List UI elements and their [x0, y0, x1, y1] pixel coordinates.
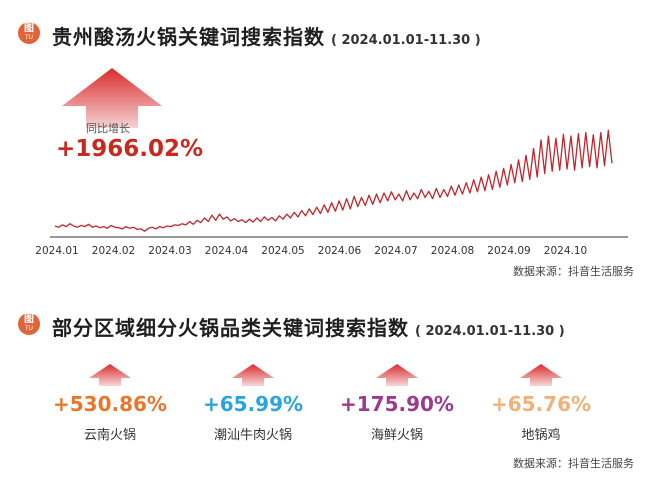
data-source-2: 数据来源：抖音生活服务 — [513, 457, 634, 470]
section2-title: 部分区域细分火锅品类关键词搜索指数 ( 2024.01.01-11.30 ) — [52, 312, 565, 341]
stat-name: 海鲜火锅 — [370, 428, 423, 443]
chart-title: 贵州酸汤火锅关键词搜索指数 ( 2024.01.01-11.30 ) — [52, 21, 481, 50]
x-tick-label: 2024.06 — [318, 245, 362, 257]
stat-pct: +65.76% — [490, 392, 592, 416]
stat-pct: +175.90% — [340, 392, 454, 416]
yoy-value: +1966.02% — [56, 136, 204, 162]
stat-diguoji: +65.76% 地锅鸡 — [476, 364, 606, 443]
tu-logo-icon: 图 TU — [18, 313, 40, 335]
stat-name: 潮汕牛肉火锅 — [213, 428, 292, 443]
chart-date-range: ( 2024.01.01-11.30 ) — [331, 33, 481, 48]
stat-pct: +65.99% — [202, 392, 304, 416]
section2-date-range: ( 2024.01.01-11.30 ) — [415, 324, 565, 339]
up-arrow-icon — [232, 364, 274, 386]
growth-arrow-icon — [62, 68, 162, 128]
stat-yunnan: +530.86% 云南火锅 — [45, 364, 175, 443]
stat-seafood: +175.90% 海鲜火锅 — [332, 364, 462, 443]
up-arrow-icon — [89, 364, 131, 386]
x-tick-label: 2024.10 — [544, 245, 587, 257]
x-tick-label: 2024.02 — [92, 245, 135, 257]
chart-title-text: 贵州酸汤火锅关键词搜索指数 — [52, 25, 325, 49]
up-arrow-icon — [376, 364, 418, 386]
up-arrow-icon — [520, 364, 562, 386]
stat-name: 云南火锅 — [83, 428, 136, 443]
x-tick-label: 2024.07 — [374, 245, 417, 257]
x-tick-label: 2024.08 — [431, 245, 474, 257]
x-tick-label: 2024.01 — [35, 245, 78, 257]
stat-chaoshan: +65.99% 潮汕牛肉火锅 — [188, 364, 318, 443]
stat-name: 地锅鸡 — [521, 428, 561, 443]
x-tick-label: 2024.04 — [205, 245, 249, 257]
data-source-1: 数据来源：抖音生活服务 — [513, 265, 634, 278]
x-tick-label: 2024.03 — [148, 245, 191, 257]
tu-logo-icon: 图 TU — [18, 22, 40, 44]
yoy-label: 同比增长 — [86, 122, 130, 135]
x-tick-label: 2024.05 — [261, 245, 304, 257]
series-line — [54, 129, 613, 232]
search-index-line-chart: 2024.01 2024.02 2024.03 2024.04 2024.05 2024.… — [35, 129, 628, 257]
section2-title-text: 部分区域细分火锅品类关键词搜索指数 — [52, 316, 409, 340]
stat-pct: +530.86% — [53, 392, 167, 416]
x-tick-label: 2024.09 — [487, 245, 530, 257]
